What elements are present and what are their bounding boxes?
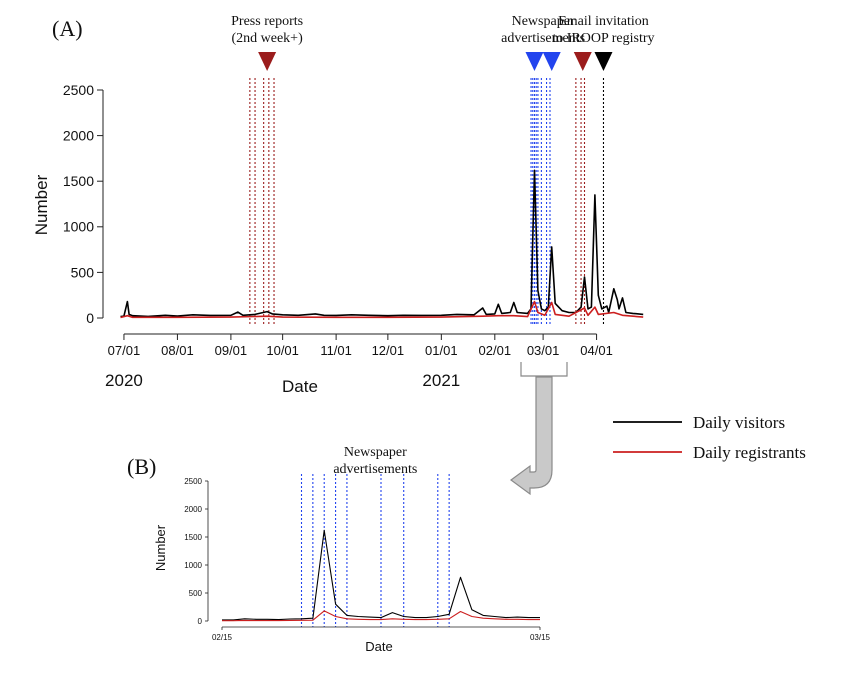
x-tick-label: 10/01 xyxy=(266,343,299,358)
panel-b-event-lines: Newspaper advertisements xyxy=(300,445,450,627)
y-tick-label: 2000 xyxy=(63,128,94,144)
legend-label-registrants: Daily registrants xyxy=(693,443,806,462)
event-label: Press reports (2nd week+) xyxy=(231,14,303,46)
event-label: Newspaper advertisements xyxy=(333,445,417,477)
panel-a-series xyxy=(120,169,644,319)
event-marker xyxy=(542,52,561,71)
panel-a-label: (A) xyxy=(52,16,83,41)
panel-b-ylabel: Number xyxy=(153,524,168,571)
x-tick-label: 04/01 xyxy=(580,343,613,358)
x-tick-label: 01/01 xyxy=(425,343,458,358)
zoom-connector xyxy=(509,362,568,496)
y-tick-label: 500 xyxy=(71,264,95,280)
panel-a-ylabel: Number xyxy=(32,174,51,235)
event-label: Newspaper advertisements xyxy=(501,14,585,46)
x-tick-label: 02/15 xyxy=(212,633,233,642)
y-tick-label: 2500 xyxy=(63,82,94,98)
x-tick-label: 03/15 xyxy=(530,633,551,642)
series-line-daily-registrants xyxy=(222,610,540,622)
y-tick-label: 2000 xyxy=(184,505,202,514)
x-tick-label: 12/01 xyxy=(372,343,405,358)
y-tick-label: 1000 xyxy=(184,561,202,570)
legend-label-visitors: Daily visitors xyxy=(693,413,785,432)
legend: Daily visitors Daily registrants xyxy=(613,413,806,462)
x-tick-label: 09/01 xyxy=(215,343,248,358)
panel-b: (B) Number Date Newspaper advertisements … xyxy=(127,445,551,654)
y-tick-label: 2500 xyxy=(184,477,202,486)
x-tick-label: 02/01 xyxy=(479,343,512,358)
event-marker xyxy=(258,52,277,71)
y-tick-label: 500 xyxy=(189,589,203,598)
x-tick-label: 11/01 xyxy=(320,343,352,358)
y-tick-label: 1500 xyxy=(184,533,202,542)
panel-b-axes: 0 500 1000 1500 2000 2500 02/15 03/15 xyxy=(184,477,550,642)
panel-a-xlabel: Date xyxy=(282,377,318,396)
panel-a-event-lines: Press reports (2nd week+) Newspaper adverti… xyxy=(231,14,655,326)
zoom-arrow xyxy=(509,376,553,496)
panel-a: (A) Number Date Press reports (2nd week+)… xyxy=(32,14,655,396)
year-label: 2020 xyxy=(105,371,143,390)
panel-b-xlabel: Date xyxy=(365,639,392,654)
y-tick-label: 1000 xyxy=(63,219,94,235)
series-line-daily-visitors xyxy=(222,529,540,621)
x-tick-label: 03/01 xyxy=(527,343,560,358)
panel-a-axes: 0 500 1000 1500 2000 2500 07/01 08/01 09/01 10/01… xyxy=(63,82,613,390)
y-tick-label: 1500 xyxy=(63,173,94,189)
panel-b-series xyxy=(222,529,540,622)
series-line-daily-visitors xyxy=(120,169,644,318)
year-label: 2021 xyxy=(422,371,460,390)
event-marker xyxy=(525,52,544,71)
x-tick-label: 08/01 xyxy=(161,343,194,358)
panel-b-label: (B) xyxy=(127,454,156,479)
event-marker xyxy=(594,52,613,71)
series-line-daily-registrants xyxy=(120,300,644,319)
event-label: Email invitation to IROOP registry xyxy=(552,14,654,46)
x-tick-label: 07/01 xyxy=(108,343,141,358)
y-tick-label: 0 xyxy=(198,617,203,626)
event-marker xyxy=(573,52,592,71)
y-tick-label: 0 xyxy=(86,310,94,326)
zoom-bracket xyxy=(520,362,568,377)
